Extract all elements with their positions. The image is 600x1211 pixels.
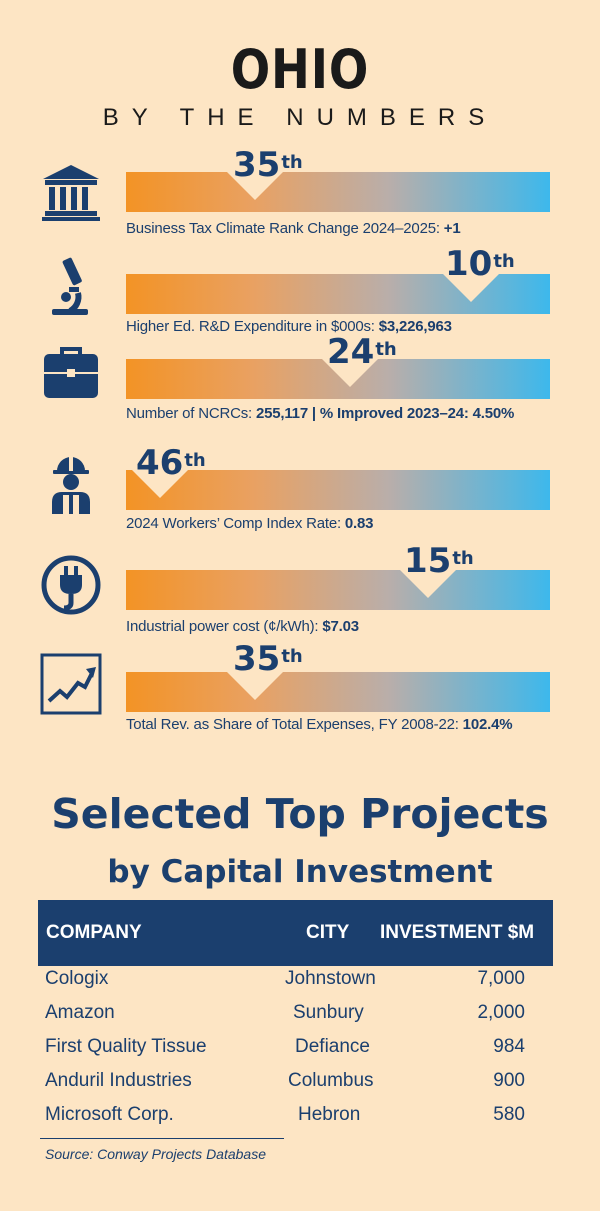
page-title: OHIO: [230, 38, 370, 101]
table-row: Anduril Industries Columbus 900: [45, 1070, 525, 1102]
cell-city: Columbus: [288, 1070, 374, 1091]
bank-building-icon: [42, 165, 100, 221]
briefcase-icon: [44, 347, 98, 398]
cell-investment: 2,000: [477, 1002, 525, 1023]
rank-marker: [227, 672, 283, 700]
source-divider: [40, 1138, 284, 1139]
page-subtitle: BY THE NUMBERS: [102, 104, 498, 131]
rank-value: 24th: [327, 332, 397, 372]
metric-tax-climate: 35th Business Tax Climate Rank Change 20…: [0, 145, 600, 255]
metric-ncrc: 24th Number of NCRCs: 255,117 | % Improv…: [0, 334, 600, 448]
cell-city: Hebron: [298, 1104, 361, 1125]
cell-company: Microsoft Corp.: [45, 1104, 174, 1125]
metric-caption: Number of NCRCs: 255,117 | % Improved 20…: [126, 405, 515, 422]
rank-bar: [126, 274, 550, 314]
rank-marker: [227, 172, 283, 200]
table-row: First Quality Tissue Defiance 984: [45, 1036, 525, 1068]
table-header: COMPANY CITY INVESTMENT $M: [38, 900, 553, 966]
column-header-company: COMPANY: [46, 922, 142, 943]
metric-caption: Business Tax Climate Rank Change 2024–20…: [126, 220, 461, 237]
rank-marker: [443, 274, 499, 302]
rank-marker: [400, 570, 456, 598]
cell-investment: 7,000: [477, 968, 525, 989]
cell-city: Johnstown: [285, 968, 376, 989]
metric-caption: Higher Ed. R&D Expenditure in $000s: $3,…: [126, 318, 452, 335]
metric-revenue-share: 35th Total Rev. as Share of Total Expens…: [0, 641, 600, 755]
power-plug-icon: [41, 555, 101, 615]
cell-investment: 900: [493, 1070, 525, 1091]
projects-subtitle: by Capital Investment: [107, 854, 493, 890]
table-row: Microsoft Corp. Hebron 580: [45, 1104, 525, 1136]
cell-investment: 580: [493, 1104, 525, 1125]
rank-value: 35th: [233, 639, 303, 679]
table-row: Cologix Johnstown 7,000: [45, 968, 525, 1000]
table-row: Amazon Sunbury 2,000: [45, 1002, 525, 1034]
rank-bar: [126, 359, 550, 399]
rank-value: 15th: [404, 541, 474, 581]
source-note: Source: Conway Projects Database: [45, 1146, 266, 1162]
rank-marker: [322, 359, 378, 387]
rank-value: 10th: [445, 244, 515, 284]
rank-bar: [126, 470, 550, 510]
cell-company: Cologix: [45, 968, 109, 989]
metric-rd-expenditure: 10th Higher Ed. R&D Expenditure in $000s…: [0, 246, 600, 360]
rank-bar: [126, 672, 550, 712]
cell-investment: 984: [493, 1036, 525, 1057]
rank-value: 35th: [233, 145, 303, 185]
metric-workers-comp: 46th 2024 Workers’ Comp Index Rate: 0.83: [0, 440, 600, 550]
metric-power-cost: 15th Industrial power cost (¢/kWh): $7.0…: [0, 543, 600, 653]
cell-company: First Quality Tissue: [45, 1036, 207, 1057]
microscope-icon: [52, 257, 88, 315]
cell-company: Amazon: [45, 1002, 115, 1023]
hard-hat-worker-icon: [52, 457, 90, 514]
column-header-city: CITY: [306, 922, 350, 943]
rank-value: 46th: [136, 443, 206, 483]
rank-marker: [132, 470, 188, 498]
cell-company: Anduril Industries: [45, 1070, 192, 1091]
column-header-investment: INVESTMENT $M: [380, 922, 535, 943]
projects-title: Selected Top Projects: [51, 790, 549, 838]
cell-city: Defiance: [295, 1036, 370, 1057]
cell-city: Sunbury: [293, 1002, 364, 1023]
metric-caption: Total Rev. as Share of Total Expenses, F…: [126, 716, 513, 733]
rank-bar: [126, 172, 550, 212]
metric-caption: 2024 Workers’ Comp Index Rate: 0.83: [126, 515, 374, 532]
metric-caption: Industrial power cost (¢/kWh): $7.03: [126, 618, 359, 635]
trend-chart-icon: [40, 653, 102, 715]
rank-bar: [126, 570, 550, 610]
